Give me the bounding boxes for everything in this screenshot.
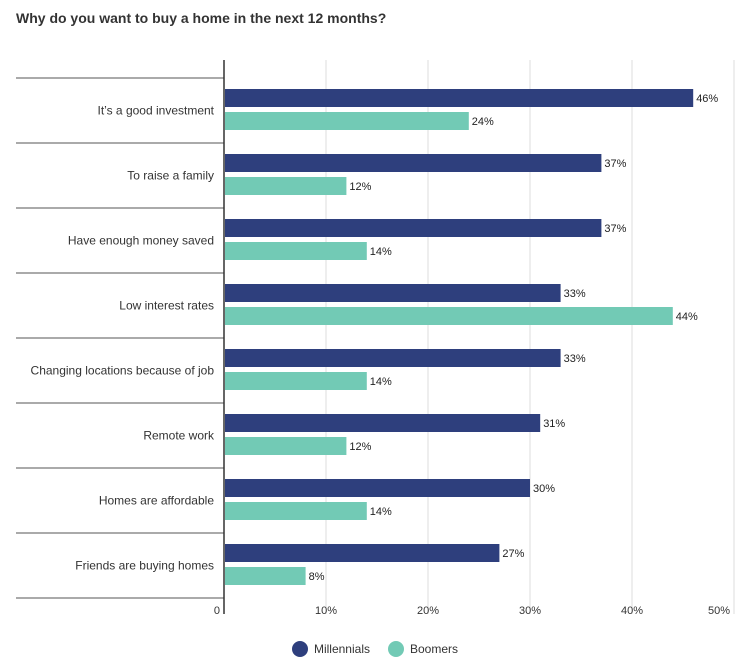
data-label-millennials: 27% (502, 548, 524, 560)
bar-millennials (225, 284, 561, 302)
category-label: Changing locations because of job (31, 364, 215, 378)
bar-millennials (225, 479, 530, 497)
category-label: It’s a good investment (97, 104, 214, 118)
bar-boomers (225, 437, 347, 455)
data-label-millennials: 37% (604, 158, 626, 170)
data-label-boomers: 12% (349, 441, 371, 453)
category-label: Friends are buying homes (75, 559, 214, 573)
data-label-boomers: 12% (349, 181, 371, 193)
legend-swatch-millennials (291, 641, 308, 657)
bar-boomers (225, 567, 306, 585)
category-label: To raise a family (127, 169, 214, 183)
chart-title: Why do you want to buy a home in the nex… (16, 10, 387, 26)
x-tick-label: 20% (417, 605, 439, 617)
bar-millennials (225, 349, 561, 367)
data-label-boomers: 44% (676, 311, 698, 323)
data-label-millennials: 46% (696, 93, 718, 105)
bar-boomers (225, 112, 469, 130)
bar-boomers (225, 372, 367, 390)
legend-swatch-boomers (388, 641, 404, 657)
category-label: Remote work (143, 429, 215, 443)
bar-millennials (225, 219, 602, 237)
category-label: Low interest rates (119, 299, 214, 313)
x-tick-label: 0 (214, 605, 220, 617)
data-label-boomers: 14% (370, 246, 392, 258)
data-label-millennials: 33% (564, 353, 586, 365)
data-label-millennials: 33% (564, 288, 586, 300)
bar-boomers (225, 177, 347, 195)
data-label-millennials: 30% (533, 483, 555, 495)
x-tick-label: 30% (519, 605, 541, 617)
data-label-millennials: 31% (543, 418, 565, 430)
bar-millennials (225, 89, 694, 107)
legend-item-boomers[interactable]: Boomers (388, 641, 458, 657)
bar-millennials (225, 414, 541, 432)
data-label-boomers: 14% (370, 506, 392, 518)
bar-boomers (225, 242, 367, 260)
bar-boomers (225, 307, 673, 325)
category-label: Have enough money saved (68, 234, 214, 248)
bar-millennials (225, 544, 500, 562)
legend-label-boomers: Boomers (410, 642, 459, 656)
category-label: Homes are affordable (99, 494, 215, 508)
legend: Millennials Boomers (0, 641, 750, 657)
data-label-boomers: 24% (472, 116, 494, 128)
x-tick-label: 50% (708, 605, 730, 617)
data-label-millennials: 37% (604, 223, 626, 235)
legend-item-millennials[interactable]: Millennials (291, 641, 370, 657)
x-tick-label: 10% (315, 605, 337, 617)
x-tick-label: 40% (621, 605, 643, 617)
bar-boomers (225, 502, 367, 520)
legend-label-millennials: Millennials (313, 642, 370, 656)
data-label-boomers: 14% (370, 376, 392, 388)
data-label-boomers: 8% (309, 571, 325, 583)
bar-millennials (225, 154, 602, 172)
